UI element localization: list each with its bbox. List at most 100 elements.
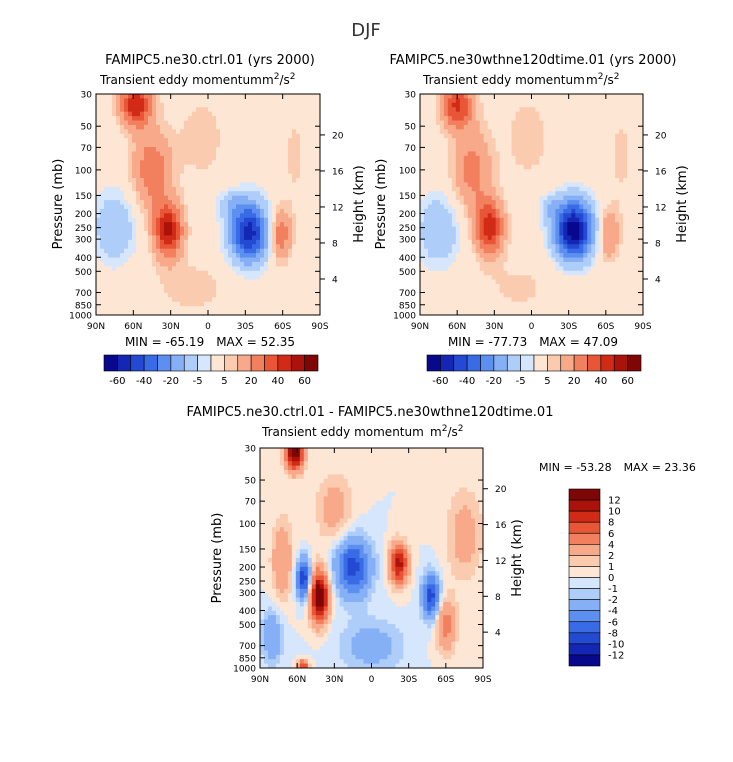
field-cell: [128, 142, 133, 148]
field-cell: [603, 226, 608, 232]
field-cell: [607, 253, 612, 258]
field-cell: [455, 217, 461, 223]
field-cell: [463, 111, 469, 117]
field-cell: [587, 222, 592, 227]
field-cell: [184, 310, 189, 316]
field-cell: [487, 102, 493, 108]
field-cell: [264, 244, 269, 250]
field-cell: [607, 200, 612, 205]
field-cell: [136, 102, 141, 108]
field-cell: [475, 124, 481, 130]
field-cell: [503, 226, 509, 232]
field-cell: [200, 231, 205, 236]
field-cell: [535, 208, 540, 214]
field-cell: [144, 275, 149, 281]
field-cell: [280, 226, 285, 232]
field-cell: [511, 177, 516, 183]
field-cell: [559, 102, 564, 108]
field-cell: [188, 129, 193, 135]
field-cell: [172, 270, 177, 276]
field-cell: [132, 284, 137, 289]
field-cell: [439, 191, 445, 197]
field-cell: [108, 301, 113, 307]
field-cell: [603, 195, 608, 201]
field-cell: [459, 200, 465, 205]
field-cell: [240, 270, 245, 276]
field-cell: [192, 310, 197, 316]
field-cell: [583, 102, 588, 108]
field-cell: [228, 270, 233, 276]
field-cell: [635, 226, 640, 232]
field-cell: [423, 173, 429, 179]
field-cell: [308, 226, 313, 232]
field-cell: [204, 275, 209, 281]
field-cell: [543, 138, 548, 144]
field-cell: [156, 222, 161, 227]
field-cell: [112, 133, 117, 139]
field-cell: [308, 173, 313, 179]
field-cell: [479, 142, 485, 148]
field-cell: [503, 151, 509, 157]
field-cell: [108, 248, 113, 254]
field-cell: [140, 177, 145, 183]
field-cell: [168, 191, 173, 197]
field-cell: [420, 186, 425, 192]
field-cell: [212, 120, 217, 126]
field-cell: [467, 147, 473, 152]
field-cell: [108, 102, 113, 108]
field-cell: [579, 182, 584, 188]
field-cell: [304, 195, 309, 201]
field-cell: [312, 292, 317, 298]
field-cell: [236, 306, 241, 311]
field-cell: [124, 120, 129, 126]
colorbar-swatch: [277, 354, 292, 372]
field-cell: [455, 213, 461, 219]
field-cell: [264, 173, 269, 179]
field-cell: [132, 288, 137, 294]
field-cell: [176, 195, 181, 201]
x-tick-label: 90S: [311, 322, 328, 332]
field-cell: [471, 147, 477, 152]
y-tick-label: 700: [75, 289, 92, 299]
field-cell: [595, 111, 600, 117]
field-cell: [543, 107, 548, 113]
field-cell: [515, 147, 520, 152]
field-cell: [148, 124, 153, 130]
field-cell: [156, 266, 161, 272]
y-tick-label: 400: [75, 254, 92, 264]
field-cell: [208, 292, 213, 298]
field-cell: [144, 208, 149, 214]
field-cell: [96, 213, 101, 219]
field-cell: [611, 182, 616, 188]
field-cell: [439, 217, 445, 223]
field-cell: [204, 266, 209, 272]
field-cell: [136, 94, 141, 99]
field-cell: [176, 208, 181, 214]
field-cell: [583, 253, 588, 258]
field-cell: [280, 261, 285, 267]
field-cell: [300, 98, 305, 104]
field-cell: [423, 239, 429, 245]
field-cell: [276, 297, 281, 303]
field-cell: [455, 147, 461, 152]
field-cell: [523, 253, 528, 258]
field-cell: [627, 222, 632, 227]
field-cell: [196, 200, 201, 205]
field-cell: [459, 173, 465, 179]
field-cell: [607, 191, 612, 197]
field-cell: [292, 116, 297, 121]
field-cell: [587, 204, 592, 210]
field-cell: [563, 217, 568, 223]
field-cell: [120, 235, 125, 241]
field-cell: [459, 147, 465, 152]
field-cell: [583, 120, 588, 126]
field-cell: [124, 160, 129, 166]
field-cell: [168, 213, 173, 219]
field-cell: [132, 164, 137, 170]
field-cell: [567, 147, 572, 152]
field-cell: [116, 142, 121, 148]
field-cell: [132, 306, 137, 311]
field-cell: [559, 191, 564, 197]
field-cell: [232, 94, 237, 99]
field-cell: [316, 138, 321, 144]
